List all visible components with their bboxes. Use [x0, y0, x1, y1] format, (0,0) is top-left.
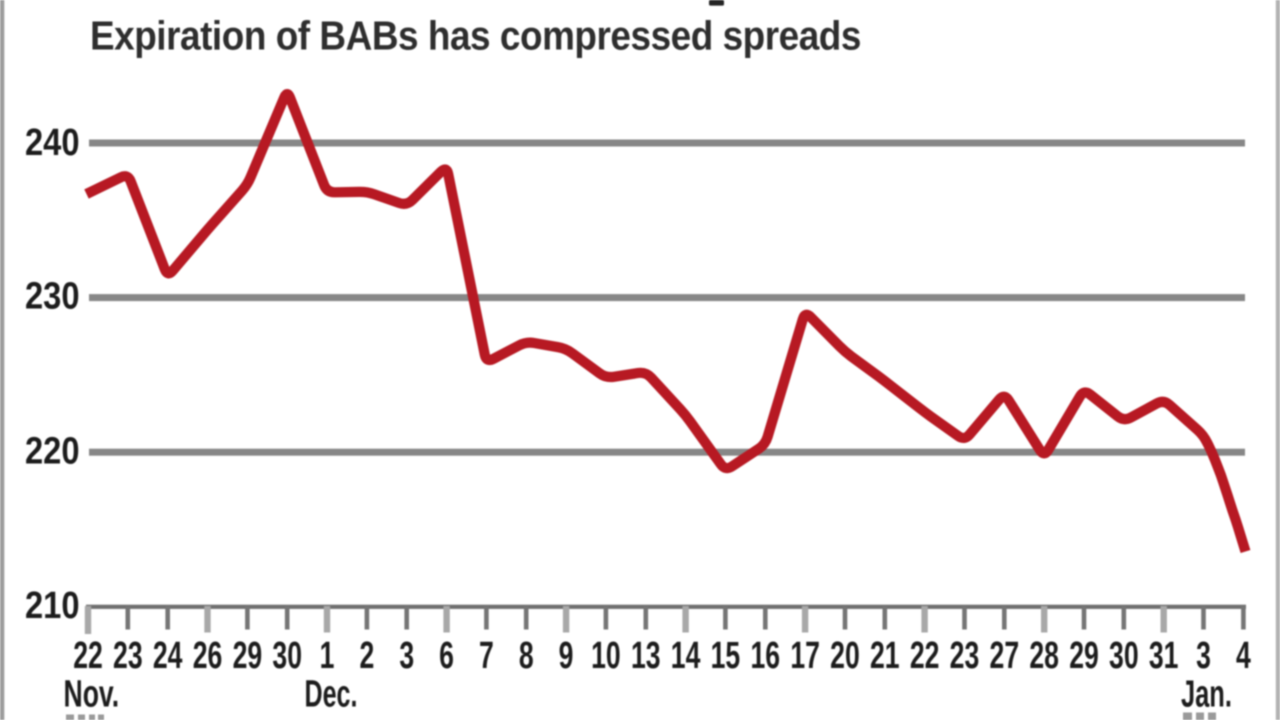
svg-text:29: 29 [1069, 633, 1099, 676]
svg-text:16: 16 [750, 633, 780, 676]
svg-text:27: 27 [990, 633, 1020, 676]
svg-text:220: 220 [25, 429, 80, 472]
svg-text:8: 8 [519, 633, 534, 676]
svg-text:4: 4 [1236, 633, 1251, 676]
svg-text:23: 23 [113, 633, 143, 676]
svg-text:24: 24 [153, 633, 183, 676]
svg-text:2: 2 [359, 633, 374, 676]
svg-text:7: 7 [479, 633, 494, 676]
svg-text:3: 3 [399, 633, 414, 676]
svg-text:9: 9 [559, 633, 574, 676]
svg-text:Expiration of BABs has compres: Expiration of BABs has compressed spread… [90, 14, 861, 59]
svg-text:22: 22 [73, 633, 103, 676]
svg-text:1: 1 [320, 633, 335, 676]
svg-text:29: 29 [233, 633, 263, 676]
svg-text:15: 15 [711, 633, 741, 676]
svg-text:Dec.: Dec. [305, 672, 358, 714]
svg-text:240: 240 [25, 120, 80, 163]
svg-text:28: 28 [1029, 633, 1059, 676]
svg-text:21: 21 [870, 633, 900, 676]
svg-text:30: 30 [272, 633, 302, 676]
svg-text:Jan.: Jan. [1181, 672, 1232, 714]
svg-text:26: 26 [193, 633, 223, 676]
svg-text:Nov.: Nov. [64, 672, 120, 715]
svg-text:30: 30 [1109, 633, 1139, 676]
svg-text:23: 23 [950, 633, 980, 676]
svg-text:3: 3 [1196, 633, 1211, 676]
svg-text:230: 230 [25, 274, 80, 317]
svg-text:210: 210 [25, 584, 80, 627]
svg-text:14: 14 [671, 633, 701, 676]
svg-text:20: 20 [830, 633, 860, 676]
svg-text:17: 17 [790, 633, 820, 676]
svg-text:31: 31 [1149, 633, 1179, 676]
svg-text:6: 6 [439, 633, 454, 676]
svg-text:13: 13 [631, 633, 661, 676]
svg-text:10: 10 [591, 633, 621, 676]
svg-text:22: 22 [910, 633, 940, 676]
